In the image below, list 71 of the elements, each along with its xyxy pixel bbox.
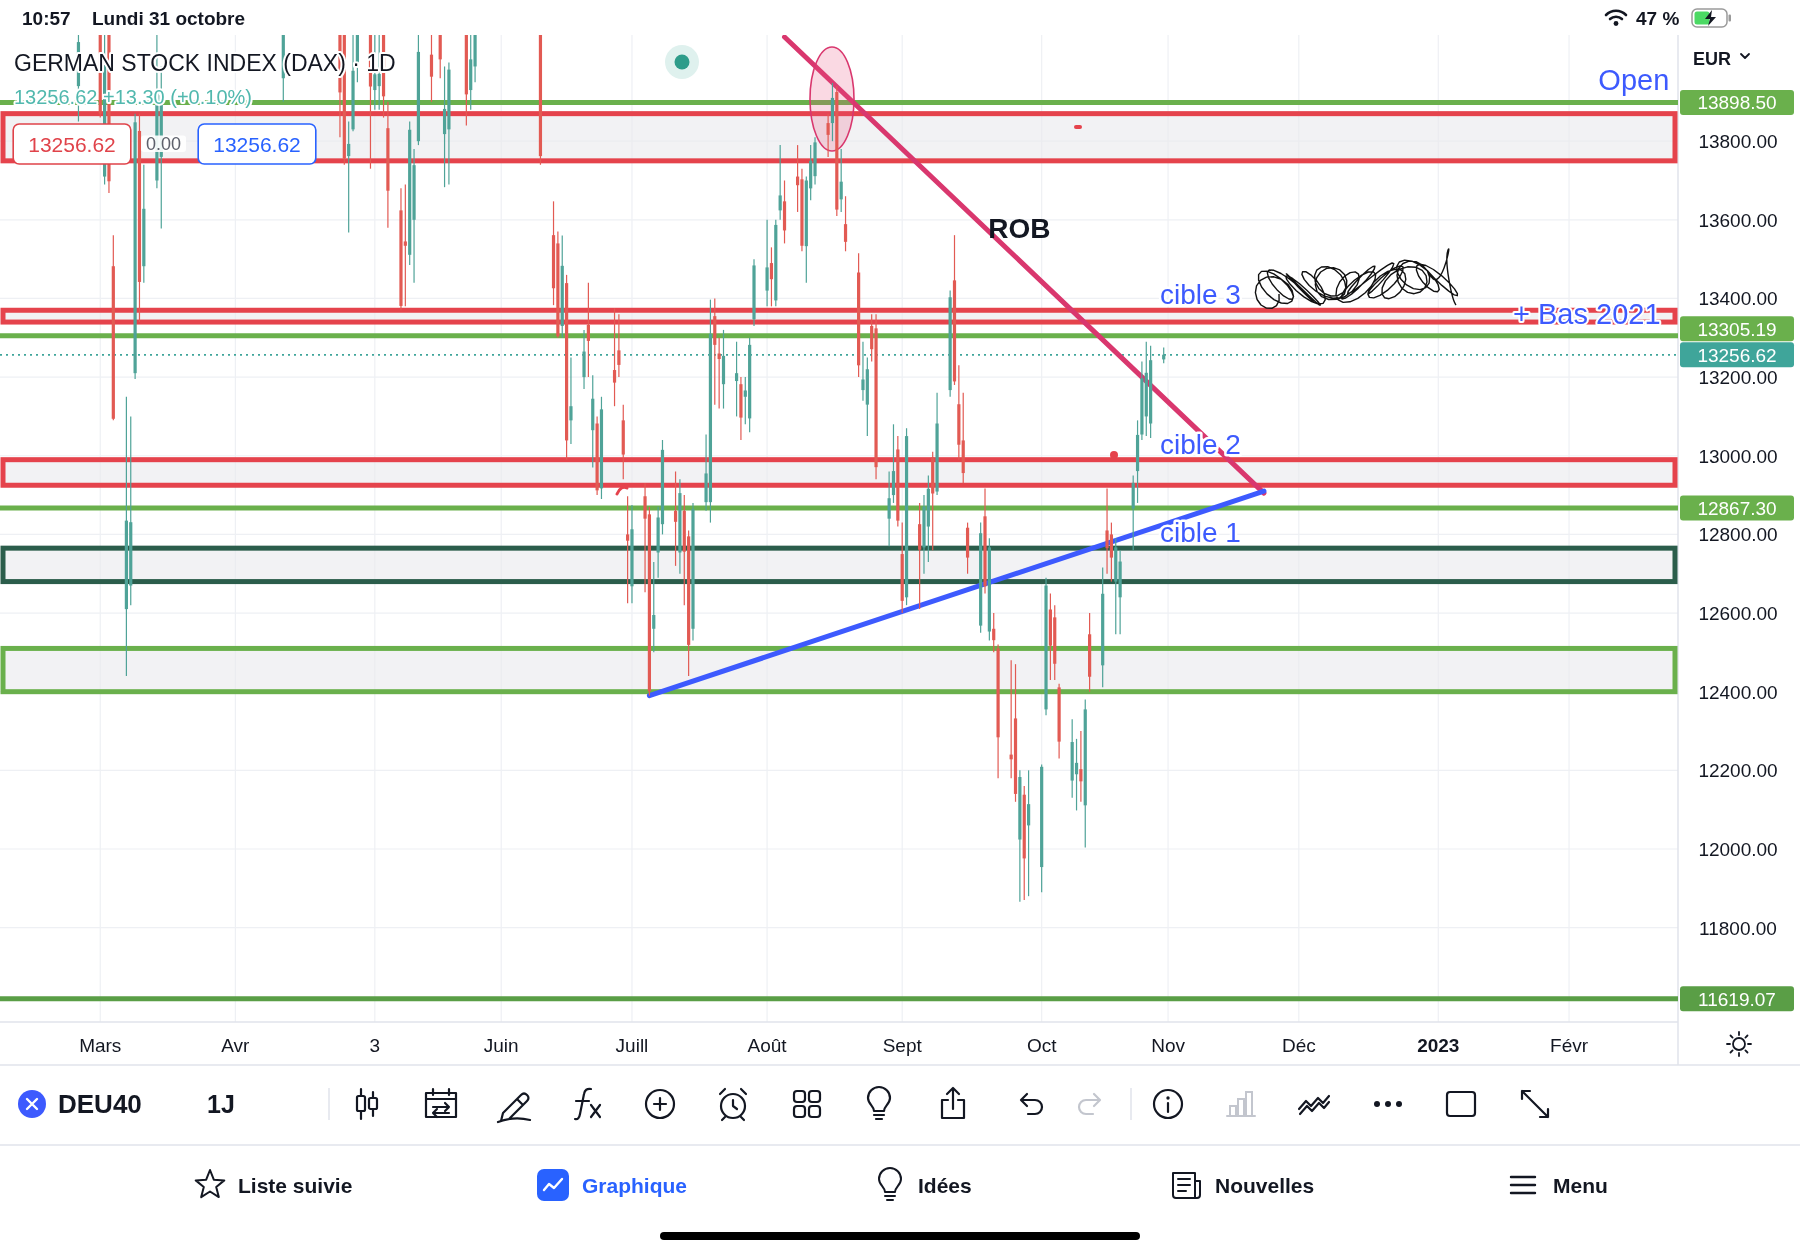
x-tick-label: Déc bbox=[1281, 1035, 1316, 1056]
candlestick bbox=[1026, 769, 1031, 897]
text: EUR bbox=[1693, 49, 1732, 69]
text: 1J bbox=[207, 1090, 235, 1118]
series-label: ROB bbox=[988, 213, 1051, 245]
y-tick-label: 12600.00 bbox=[1698, 603, 1778, 625]
candlestick bbox=[1074, 738, 1079, 812]
candlestick bbox=[992, 612, 996, 653]
x-tick-label: Juin bbox=[483, 1035, 519, 1056]
ref-line-label: 11619.07 bbox=[1698, 988, 1776, 1010]
y-tick-label: 12400.00 bbox=[1698, 681, 1778, 703]
annotation: 13256.62 bbox=[28, 133, 116, 156]
y-tick-label: 13800.00 bbox=[1698, 131, 1778, 153]
text: Liste suivie bbox=[238, 1174, 353, 1197]
candlestick bbox=[652, 561, 656, 653]
band-label: cible 3 bbox=[1160, 279, 1241, 311]
band-label: cible 1 bbox=[1160, 517, 1241, 549]
x-tick-label: Mars bbox=[79, 1035, 122, 1056]
candlestick bbox=[887, 470, 891, 547]
x-tick-label: Sept bbox=[882, 1035, 923, 1056]
x-tick-label: 3 bbox=[369, 1035, 381, 1056]
x-tick-label: Févr bbox=[1550, 1035, 1589, 1056]
y-tick-label: 12200.00 bbox=[1698, 760, 1778, 782]
annotation: 0.00 bbox=[146, 134, 182, 154]
x-tick-label: Oct bbox=[1026, 1035, 1058, 1056]
candlestick bbox=[586, 282, 590, 378]
candlestick bbox=[626, 495, 630, 604]
x-tick-label: 2023 bbox=[1417, 1035, 1460, 1056]
y-tick-label: 13600.00 bbox=[1698, 209, 1778, 231]
y-tick-label: 13400.00 bbox=[1698, 288, 1778, 310]
annotation: 13256.62 bbox=[213, 133, 301, 156]
candlestick bbox=[765, 219, 769, 307]
text: DEU40 bbox=[58, 1089, 142, 1119]
candlestick bbox=[673, 470, 678, 567]
text: 47 % bbox=[1636, 8, 1680, 29]
text: Menu bbox=[1553, 1174, 1608, 1197]
y-tick-label: 13000.00 bbox=[1698, 445, 1778, 467]
x-tick-label: Juill bbox=[615, 1035, 649, 1056]
text: Graphique bbox=[582, 1174, 688, 1197]
candlestick bbox=[843, 195, 848, 252]
candlestick bbox=[612, 307, 617, 407]
candlestick bbox=[1079, 730, 1083, 803]
ref-line-label: 12867.30 bbox=[1697, 497, 1777, 519]
text: 10:57 bbox=[22, 8, 71, 29]
text: Idées bbox=[918, 1174, 972, 1197]
candlestick bbox=[861, 341, 865, 402]
text: Lundi 31 octobre bbox=[92, 8, 246, 29]
ref-line-label: 13305.19 bbox=[1697, 318, 1777, 340]
candlestick bbox=[403, 183, 407, 307]
x-tick-label: Avr bbox=[221, 1035, 251, 1056]
text: Nouvelles bbox=[1215, 1174, 1315, 1197]
candlestick bbox=[617, 313, 621, 378]
candlestick bbox=[569, 356, 573, 445]
candlestick bbox=[734, 341, 739, 418]
candlestick bbox=[891, 423, 896, 504]
candlestick bbox=[347, 120, 351, 233]
x-tick-label: Nov bbox=[1151, 1035, 1186, 1056]
candlestick bbox=[778, 144, 782, 221]
candlestick bbox=[1109, 522, 1113, 583]
annotation: Open bbox=[1598, 64, 1670, 97]
ref-line-label: 13256.62 bbox=[1697, 344, 1777, 366]
y-tick-label: 12800.00 bbox=[1698, 524, 1778, 546]
x-tick-label: Août bbox=[747, 1035, 788, 1056]
y-tick-label: 13200.00 bbox=[1698, 367, 1778, 389]
ref-line-label: 13898.50 bbox=[1697, 92, 1777, 114]
candlestick bbox=[1105, 487, 1109, 575]
y-tick-label: 11800.00 bbox=[1699, 917, 1777, 939]
candlestick bbox=[429, 35, 434, 103]
candlestick bbox=[826, 113, 830, 158]
y-tick-label: 12000.00 bbox=[1698, 838, 1778, 860]
candlestick bbox=[769, 246, 774, 307]
